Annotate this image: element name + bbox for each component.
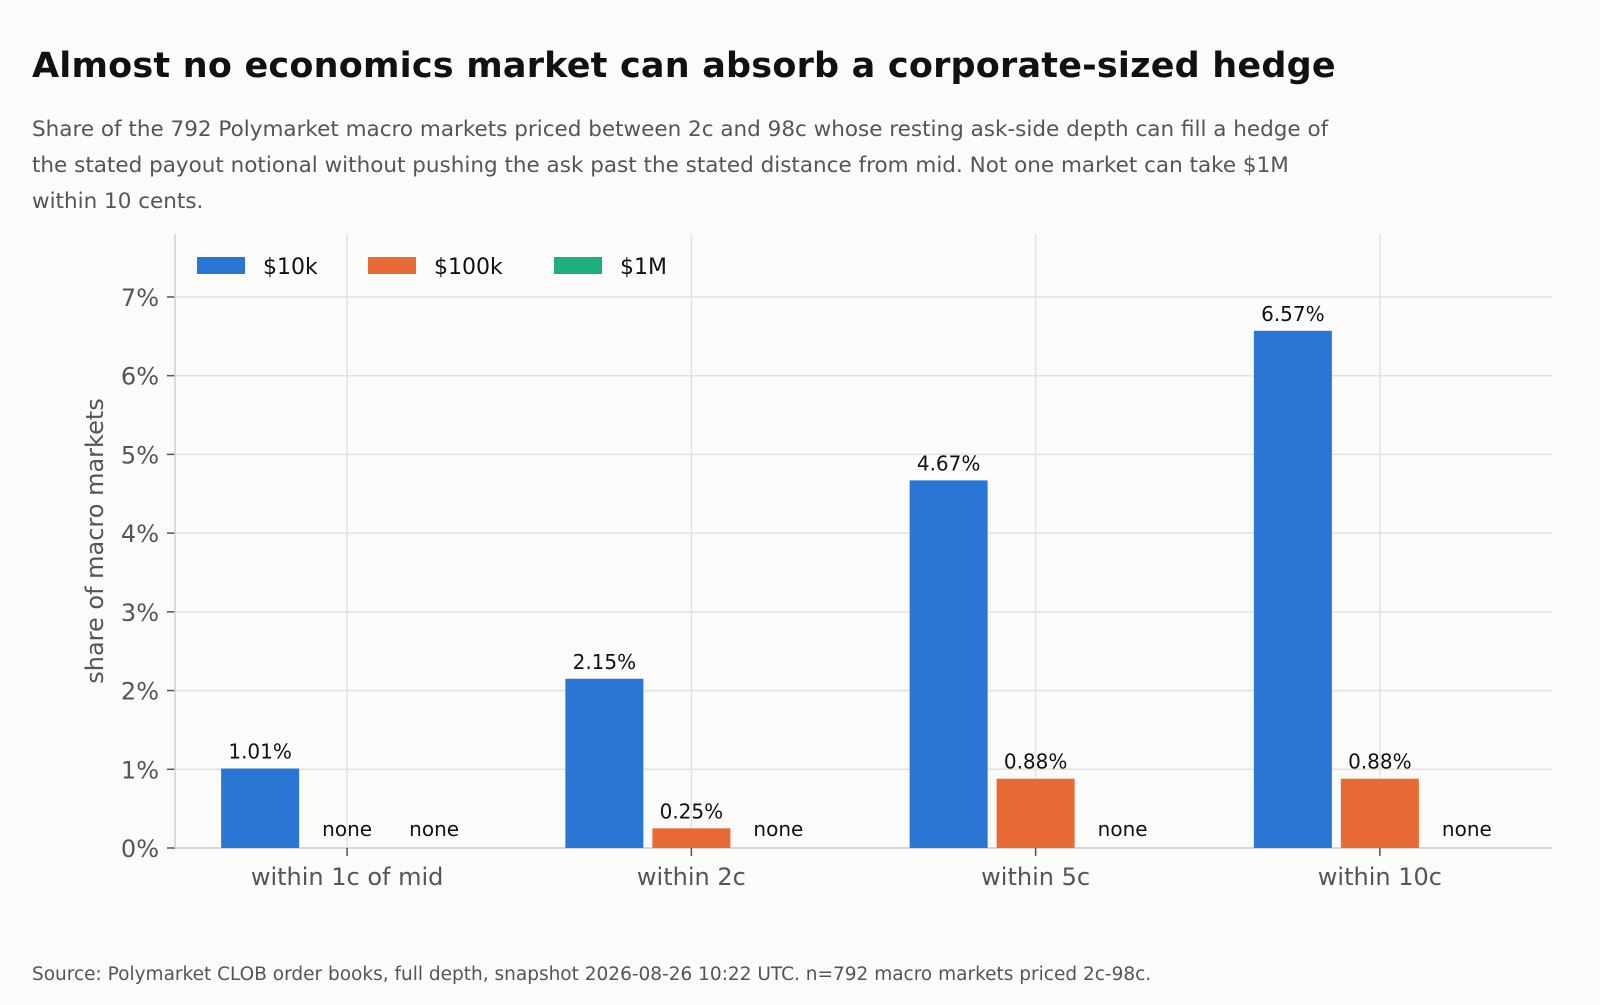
- bar-value-label: none: [1442, 817, 1492, 841]
- bar-value-label: 0.88%: [1348, 750, 1412, 774]
- y-axis-label: share of macro markets: [81, 398, 109, 684]
- chart-title: Almost no economics market can absorb a …: [32, 46, 1336, 86]
- x-tick-label: within 10c: [1318, 863, 1442, 891]
- bar-100k-1: [652, 828, 731, 848]
- bar-value-label: none: [409, 817, 459, 841]
- bar-10k-2: [909, 480, 988, 848]
- bar-value-label: 1.01%: [228, 739, 292, 763]
- bar-value-label: none: [1098, 817, 1148, 841]
- y-tick-label: 7%: [121, 284, 159, 312]
- bar-chart: 0% 1% 2% 3% 4% 5% 6% 7% share of macro markets 1.…: [81, 234, 1552, 891]
- x-tick-label: within 5c: [981, 863, 1090, 891]
- bar-value-label: 0.88%: [1004, 750, 1068, 774]
- legend-label: $1M: [620, 255, 667, 280]
- bar-10k-1: [565, 678, 644, 848]
- bar-value-label: 4.67%: [917, 451, 981, 475]
- x-tick-label: within 2c: [637, 863, 746, 891]
- bar-100k-2: [996, 778, 1075, 848]
- y-tick-label: 2%: [121, 678, 159, 706]
- legend-swatch-1M: [554, 257, 602, 274]
- y-tick-label: 5%: [121, 441, 159, 469]
- y-tick-label: 1%: [121, 756, 159, 784]
- legend-label: $100k: [434, 255, 503, 280]
- x-tick-label: within 1c of mid: [251, 863, 444, 891]
- legend-label: $10k: [263, 255, 318, 280]
- y-tick-label: 3%: [121, 599, 159, 627]
- y-tick-label: 0%: [121, 835, 159, 863]
- legend-swatch-100k: [368, 257, 416, 274]
- bar-value-label: 2.15%: [573, 650, 637, 674]
- bar-value-label: none: [753, 817, 803, 841]
- bar-value-label: 0.25%: [660, 799, 724, 823]
- bar-value-label: none: [322, 817, 372, 841]
- y-tick-label: 4%: [121, 520, 159, 548]
- bar-value-label: 6.57%: [1261, 302, 1325, 326]
- bar-10k-3: [1253, 330, 1332, 848]
- bar-100k-3: [1340, 778, 1419, 848]
- source-note: Source: Polymarket CLOB order books, ful…: [32, 964, 1152, 985]
- bar-10k-0: [221, 768, 300, 848]
- y-tick-label: 6%: [121, 363, 159, 391]
- chart-subtitle: Share of the 792 Polymarket macro market…: [32, 117, 1329, 214]
- legend-swatch-10k: [197, 257, 245, 274]
